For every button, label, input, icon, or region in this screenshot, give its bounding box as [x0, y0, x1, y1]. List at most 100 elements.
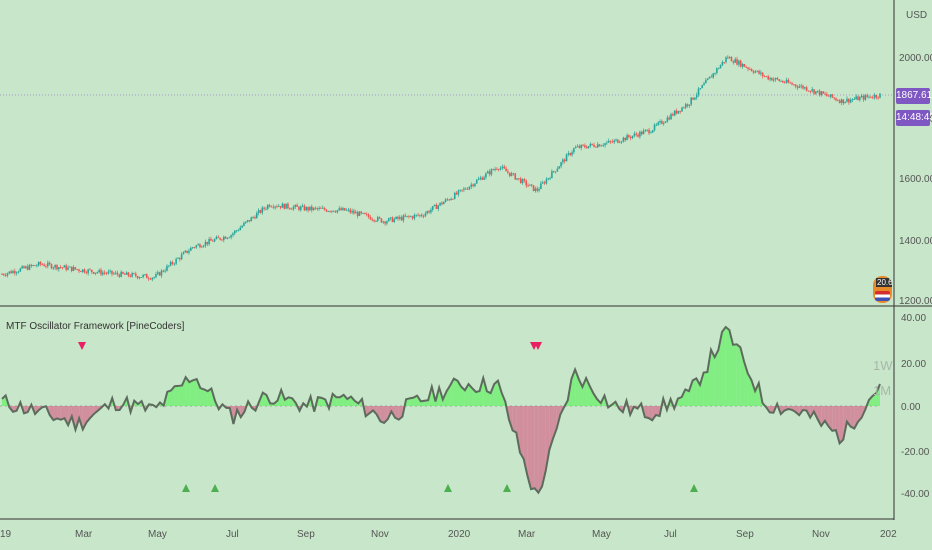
candle-body [666, 117, 669, 122]
candle-body [74, 267, 77, 270]
flag-badge-icon[interactable]: 20.6 [873, 276, 892, 303]
osc-fill [688, 380, 693, 406]
candle-body [455, 192, 458, 195]
candle-body [606, 142, 608, 144]
candle-body [274, 206, 276, 208]
osc-axis-label: -40.00 [901, 489, 930, 500]
candle-body [364, 212, 366, 215]
candle-body [664, 121, 667, 123]
candle-body [776, 77, 779, 80]
candle-body [406, 215, 408, 217]
candle-body [157, 272, 159, 275]
candle-body [178, 258, 181, 260]
candle-body [283, 203, 286, 209]
candle-body [868, 96, 870, 98]
candle-body [347, 209, 350, 211]
candle-body [851, 99, 854, 101]
candle-body [186, 250, 188, 253]
candle-body [208, 238, 210, 245]
candle-body [124, 273, 126, 275]
candle-body [668, 117, 671, 120]
candle-body [771, 77, 773, 81]
candle-body [41, 264, 44, 266]
candle-body [70, 266, 73, 271]
candle-body [14, 270, 16, 274]
candle-body [10, 271, 12, 274]
candle-body [849, 99, 852, 103]
candle-body [3, 274, 5, 276]
time-axis-label: Sep [736, 529, 754, 540]
candle-body [270, 206, 273, 208]
candle-body [250, 217, 253, 222]
candle-body [80, 271, 82, 272]
candle-body [629, 137, 632, 139]
candle-body [479, 177, 482, 179]
candle-body [103, 272, 106, 274]
candle-body [373, 219, 375, 222]
candle-body [279, 206, 282, 208]
bull-marker [211, 484, 219, 492]
candle-body [246, 220, 249, 222]
osc-fill [207, 388, 212, 406]
candle-body [587, 146, 590, 149]
indicator-title[interactable]: MTF Oscillator Framework [PineCoders] [6, 321, 185, 332]
candle-body [336, 210, 339, 213]
candle-body [591, 143, 594, 145]
candle-body [470, 184, 473, 187]
candle-body [1, 274, 3, 275]
candle-body [628, 135, 630, 138]
candle-body [681, 107, 683, 112]
candle-body [193, 247, 196, 249]
candle-body [233, 230, 236, 234]
candle-body [133, 273, 135, 274]
candle-body [738, 60, 740, 65]
candle-body [140, 277, 143, 278]
osc-fill [729, 330, 734, 406]
time-tag: 14:48:43 [896, 110, 932, 126]
osc-fill [795, 406, 800, 416]
candle-body [446, 199, 449, 201]
candle-body [28, 264, 31, 270]
candle-body [219, 237, 221, 240]
osc-fill [508, 406, 513, 431]
candle-body [215, 236, 218, 240]
candle-body [261, 207, 264, 213]
candle-body [468, 186, 471, 190]
osc-line [1, 325, 881, 495]
candle-body [120, 271, 122, 277]
candle-body [12, 270, 14, 274]
candle-body [714, 72, 716, 74]
candle-body [706, 78, 709, 81]
candle-body [475, 180, 478, 184]
osc-fill [453, 378, 458, 406]
osc-fill [718, 331, 723, 406]
candle-body [371, 219, 374, 221]
candle-body [168, 265, 170, 267]
candle-body [39, 262, 42, 265]
candle-body [100, 269, 102, 275]
candle-body [402, 215, 405, 221]
candle-body [230, 235, 232, 238]
candle-body [622, 137, 625, 142]
candle-body [505, 168, 507, 172]
candle-body [765, 76, 768, 78]
candle-body [563, 159, 566, 162]
candle-body [573, 148, 575, 153]
candle-body [310, 206, 313, 211]
price-axis-label: 1400.00 [899, 236, 932, 247]
candle-body [728, 57, 731, 59]
candle-body [551, 171, 553, 179]
candle-body [111, 270, 113, 274]
candle-body [437, 205, 440, 209]
candle-body [688, 104, 691, 106]
candle-body [857, 96, 859, 101]
candle-body [69, 266, 71, 268]
candle-body [831, 94, 834, 98]
osc-fill [542, 406, 546, 487]
candle-body [387, 218, 390, 222]
candle-body [37, 262, 40, 266]
candle-body [578, 146, 581, 149]
osc-fill [740, 347, 745, 406]
candle-body [151, 277, 154, 280]
